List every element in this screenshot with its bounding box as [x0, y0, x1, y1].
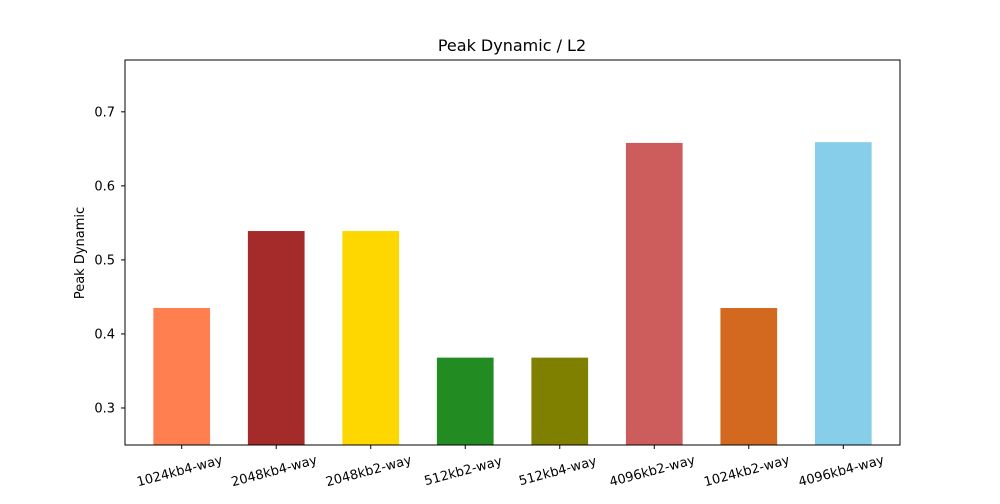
- chart-title: Peak Dynamic / L2: [438, 36, 586, 55]
- x-tick-label: 512kb2-way: [423, 454, 504, 489]
- bar-512kb4-way: [531, 357, 589, 445]
- bar-4096kb2-way: [625, 142, 683, 446]
- y-tick-label: 0.4: [94, 327, 115, 342]
- bar-2048kb4-way: [247, 231, 305, 445]
- bar-512kb2-way: [436, 357, 494, 445]
- y-tick-label: 0.7: [94, 105, 115, 120]
- y-axis: 0.3 0.4 0.5 0.6 0.7: [94, 105, 125, 416]
- y-tick-label: 0.5: [94, 253, 115, 268]
- y-axis-label: Peak Dynamic: [73, 207, 88, 299]
- x-tick-label: 512kb4-way: [517, 454, 598, 489]
- y-tick-label: 0.3: [94, 401, 115, 416]
- bar-4096kb4-way: [814, 142, 872, 445]
- bars-layer: [153, 142, 872, 446]
- x-tick-label: 1024kb4-way: [135, 453, 224, 490]
- x-tick-label: 4096kb2-way: [608, 453, 697, 490]
- bar-2048kb2-way: [342, 231, 400, 445]
- bar-1024kb4-way: [153, 308, 211, 445]
- x-tick-label: 2048kb4-way: [230, 453, 319, 490]
- plot-frame: [124, 59, 901, 446]
- x-tick-label: 1024kb2-way: [702, 453, 791, 490]
- x-tick-label: 2048kb2-way: [324, 453, 413, 490]
- x-axis: 1024kb4-way 2048kb4-way 2048kb2-way 512kb2-…: [135, 445, 886, 490]
- bar-1024kb2-way: [720, 308, 778, 445]
- x-tick-label: 4096kb4-way: [797, 453, 886, 490]
- y-tick-label: 0.6: [94, 179, 115, 194]
